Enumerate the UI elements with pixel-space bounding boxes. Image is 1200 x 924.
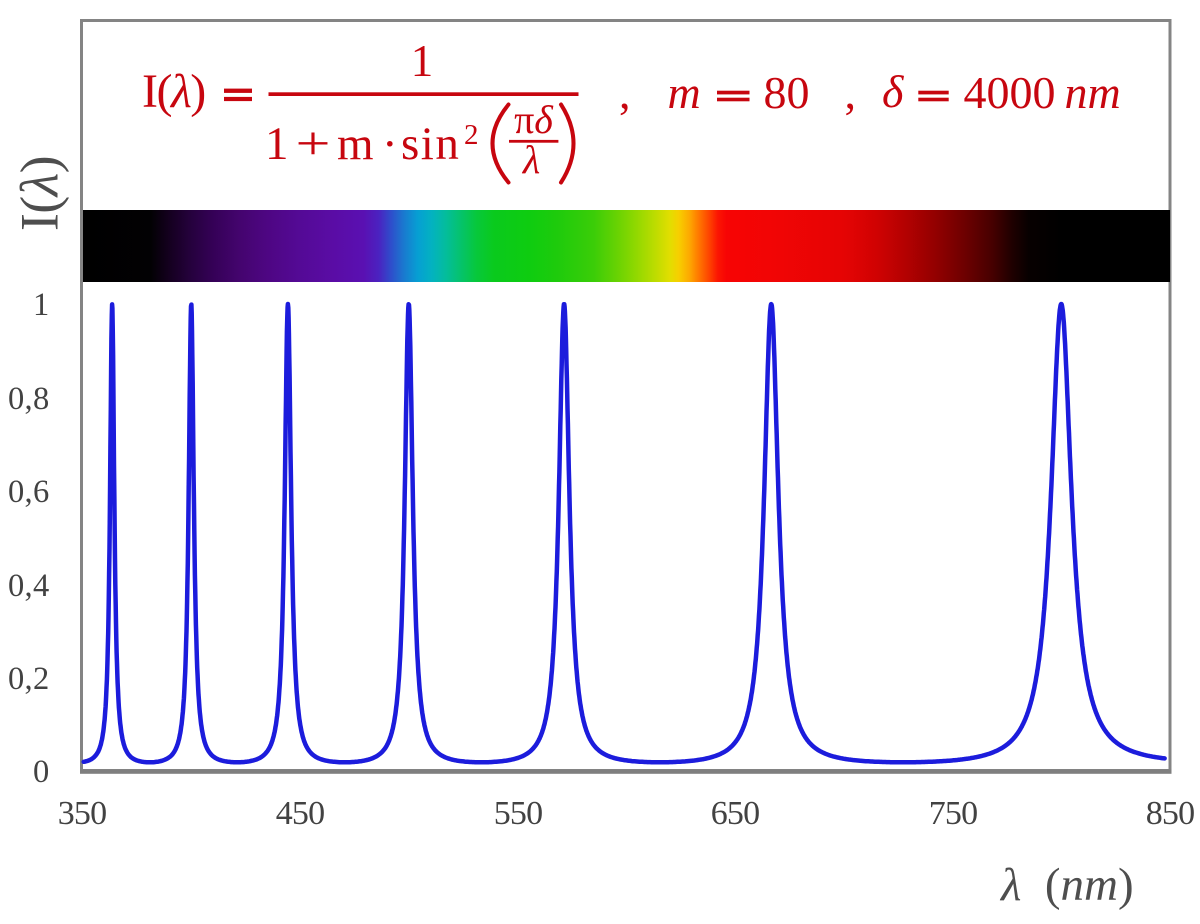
svg-text:sin: sin — [401, 118, 460, 170]
svg-text:350: 350 — [58, 795, 107, 832]
svg-text:4000: 4000 — [964, 67, 1056, 118]
svg-text:650: 650 — [711, 795, 760, 832]
svg-text:450: 450 — [276, 795, 325, 832]
svg-text:nm: nm — [1065, 67, 1121, 118]
svg-text:λ (nm): λ (nm) — [999, 859, 1134, 911]
svg-text:1: 1 — [411, 36, 434, 86]
svg-text:I(λ): I(λ) — [10, 156, 70, 231]
svg-text:πδ: πδ — [514, 97, 554, 142]
svg-text:m: m — [337, 118, 374, 170]
svg-text:550: 550 — [494, 795, 543, 832]
svg-text:80: 80 — [764, 67, 810, 118]
svg-text:850: 850 — [1146, 795, 1195, 832]
svg-text:2: 2 — [464, 119, 479, 151]
svg-text:1: 1 — [33, 287, 50, 323]
svg-text:·: · — [382, 118, 398, 170]
svg-text:0,4: 0,4 — [8, 568, 50, 604]
svg-text:0,6: 0,6 — [8, 474, 50, 510]
svg-text:δ: δ — [882, 66, 904, 117]
svg-text:,: , — [619, 67, 631, 118]
svg-text:0,8: 0,8 — [8, 381, 50, 417]
svg-text:1: 1 — [265, 118, 289, 170]
svg-text:0,2: 0,2 — [8, 661, 50, 697]
svg-text:750: 750 — [929, 795, 978, 832]
svg-text:0: 0 — [33, 754, 50, 790]
svg-text:I(λ): I(λ) — [142, 65, 205, 118]
svg-text:,: , — [845, 67, 857, 118]
svg-text:λ: λ — [522, 137, 540, 182]
svg-text:m: m — [668, 67, 701, 118]
svg-text:+: + — [296, 117, 331, 169]
